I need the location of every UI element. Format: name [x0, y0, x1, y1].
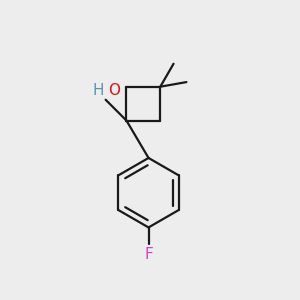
- Text: F: F: [144, 247, 153, 262]
- Text: O: O: [108, 83, 120, 98]
- Text: H: H: [93, 83, 104, 98]
